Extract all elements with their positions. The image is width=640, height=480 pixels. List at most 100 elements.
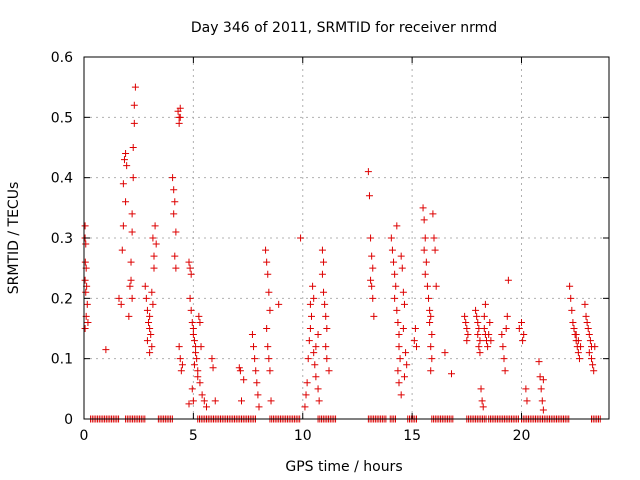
data-point [81,258,89,266]
data-point [539,376,547,384]
data-point [567,294,575,302]
data-point [169,174,177,182]
data-point [411,325,419,332]
data-point [395,343,403,351]
data-point [429,210,437,218]
data-point [81,276,89,284]
data-point [428,331,436,339]
data-point [171,252,179,260]
data-point [325,367,333,375]
data-point [176,355,184,363]
data-point [486,318,494,326]
y-tick-label: 0.4 [51,171,73,187]
data-point [266,306,274,314]
data-point [146,325,154,332]
data-point [480,325,488,332]
data-point [130,101,138,109]
data-point [515,325,523,332]
data-point [427,367,435,375]
data-point [504,276,512,284]
data-point [589,361,597,369]
data-point [312,373,320,381]
data-point [128,294,136,302]
data-point [297,234,305,242]
data-point [365,192,373,200]
data-point [122,198,130,206]
data-point [265,288,273,296]
data-point [321,300,329,308]
data-point [200,397,208,405]
data-point [499,343,507,351]
data-point [306,300,314,308]
data-point [310,349,318,357]
data-point [176,104,184,112]
data-point [152,240,160,248]
data-point [194,373,202,381]
data-point [484,343,492,351]
data-point [252,367,260,375]
data-point [185,258,193,266]
data-point [304,355,312,363]
data-point [390,258,398,266]
data-point [367,234,375,242]
data-point [188,318,196,326]
data-point [566,282,574,290]
data-point [129,144,137,151]
data-point [585,331,593,339]
data-point [430,234,438,242]
data-point [423,282,431,290]
x-tick-label: 15 [403,428,421,444]
data-point [369,264,377,272]
axis-ticks: 0 5 10 15 20 0 0.1 0.2 0.3 0.4 0.5 0.6 [51,50,609,444]
data-point [420,246,428,254]
data-point [400,373,408,381]
data-point [83,300,91,308]
data-point [422,258,430,266]
data-point [126,282,134,290]
data-point [368,252,376,260]
x-axis-label: GPS time / hours [285,459,402,475]
data-point [392,282,400,290]
data-point [323,325,331,332]
data-point [190,361,198,369]
data-point [462,318,470,326]
data-point [82,288,90,296]
data-point [591,343,599,351]
data-point [170,186,178,194]
data-point [146,349,154,357]
data-point [426,318,434,326]
data-point [189,397,197,405]
x-tick-label: 20 [513,428,531,444]
data-point [425,294,433,302]
data-point [302,391,310,399]
data-point [464,331,472,339]
data-point [364,168,372,176]
data-point [263,325,271,332]
data-point [391,294,399,302]
data-point [498,331,506,339]
data-point [397,252,405,260]
data-point [479,403,487,411]
data-point [522,385,530,393]
data-point [211,397,219,405]
data-point [253,379,261,387]
data-point [570,325,578,332]
data-point [84,318,92,326]
data-point [151,222,159,230]
data-point [315,397,323,405]
data-point [502,325,510,332]
data-point [195,312,203,320]
data-point [208,355,216,363]
data-point [387,234,395,242]
data-point [255,403,263,411]
data-point [185,400,193,408]
data-point [172,264,180,272]
data-point [251,355,259,363]
data-point [399,288,407,296]
data-point [238,397,245,405]
data-point [369,294,377,302]
data-point [193,355,201,363]
y-tick-label: 0.3 [51,231,73,247]
data-point [312,343,320,351]
data-point [119,222,127,230]
